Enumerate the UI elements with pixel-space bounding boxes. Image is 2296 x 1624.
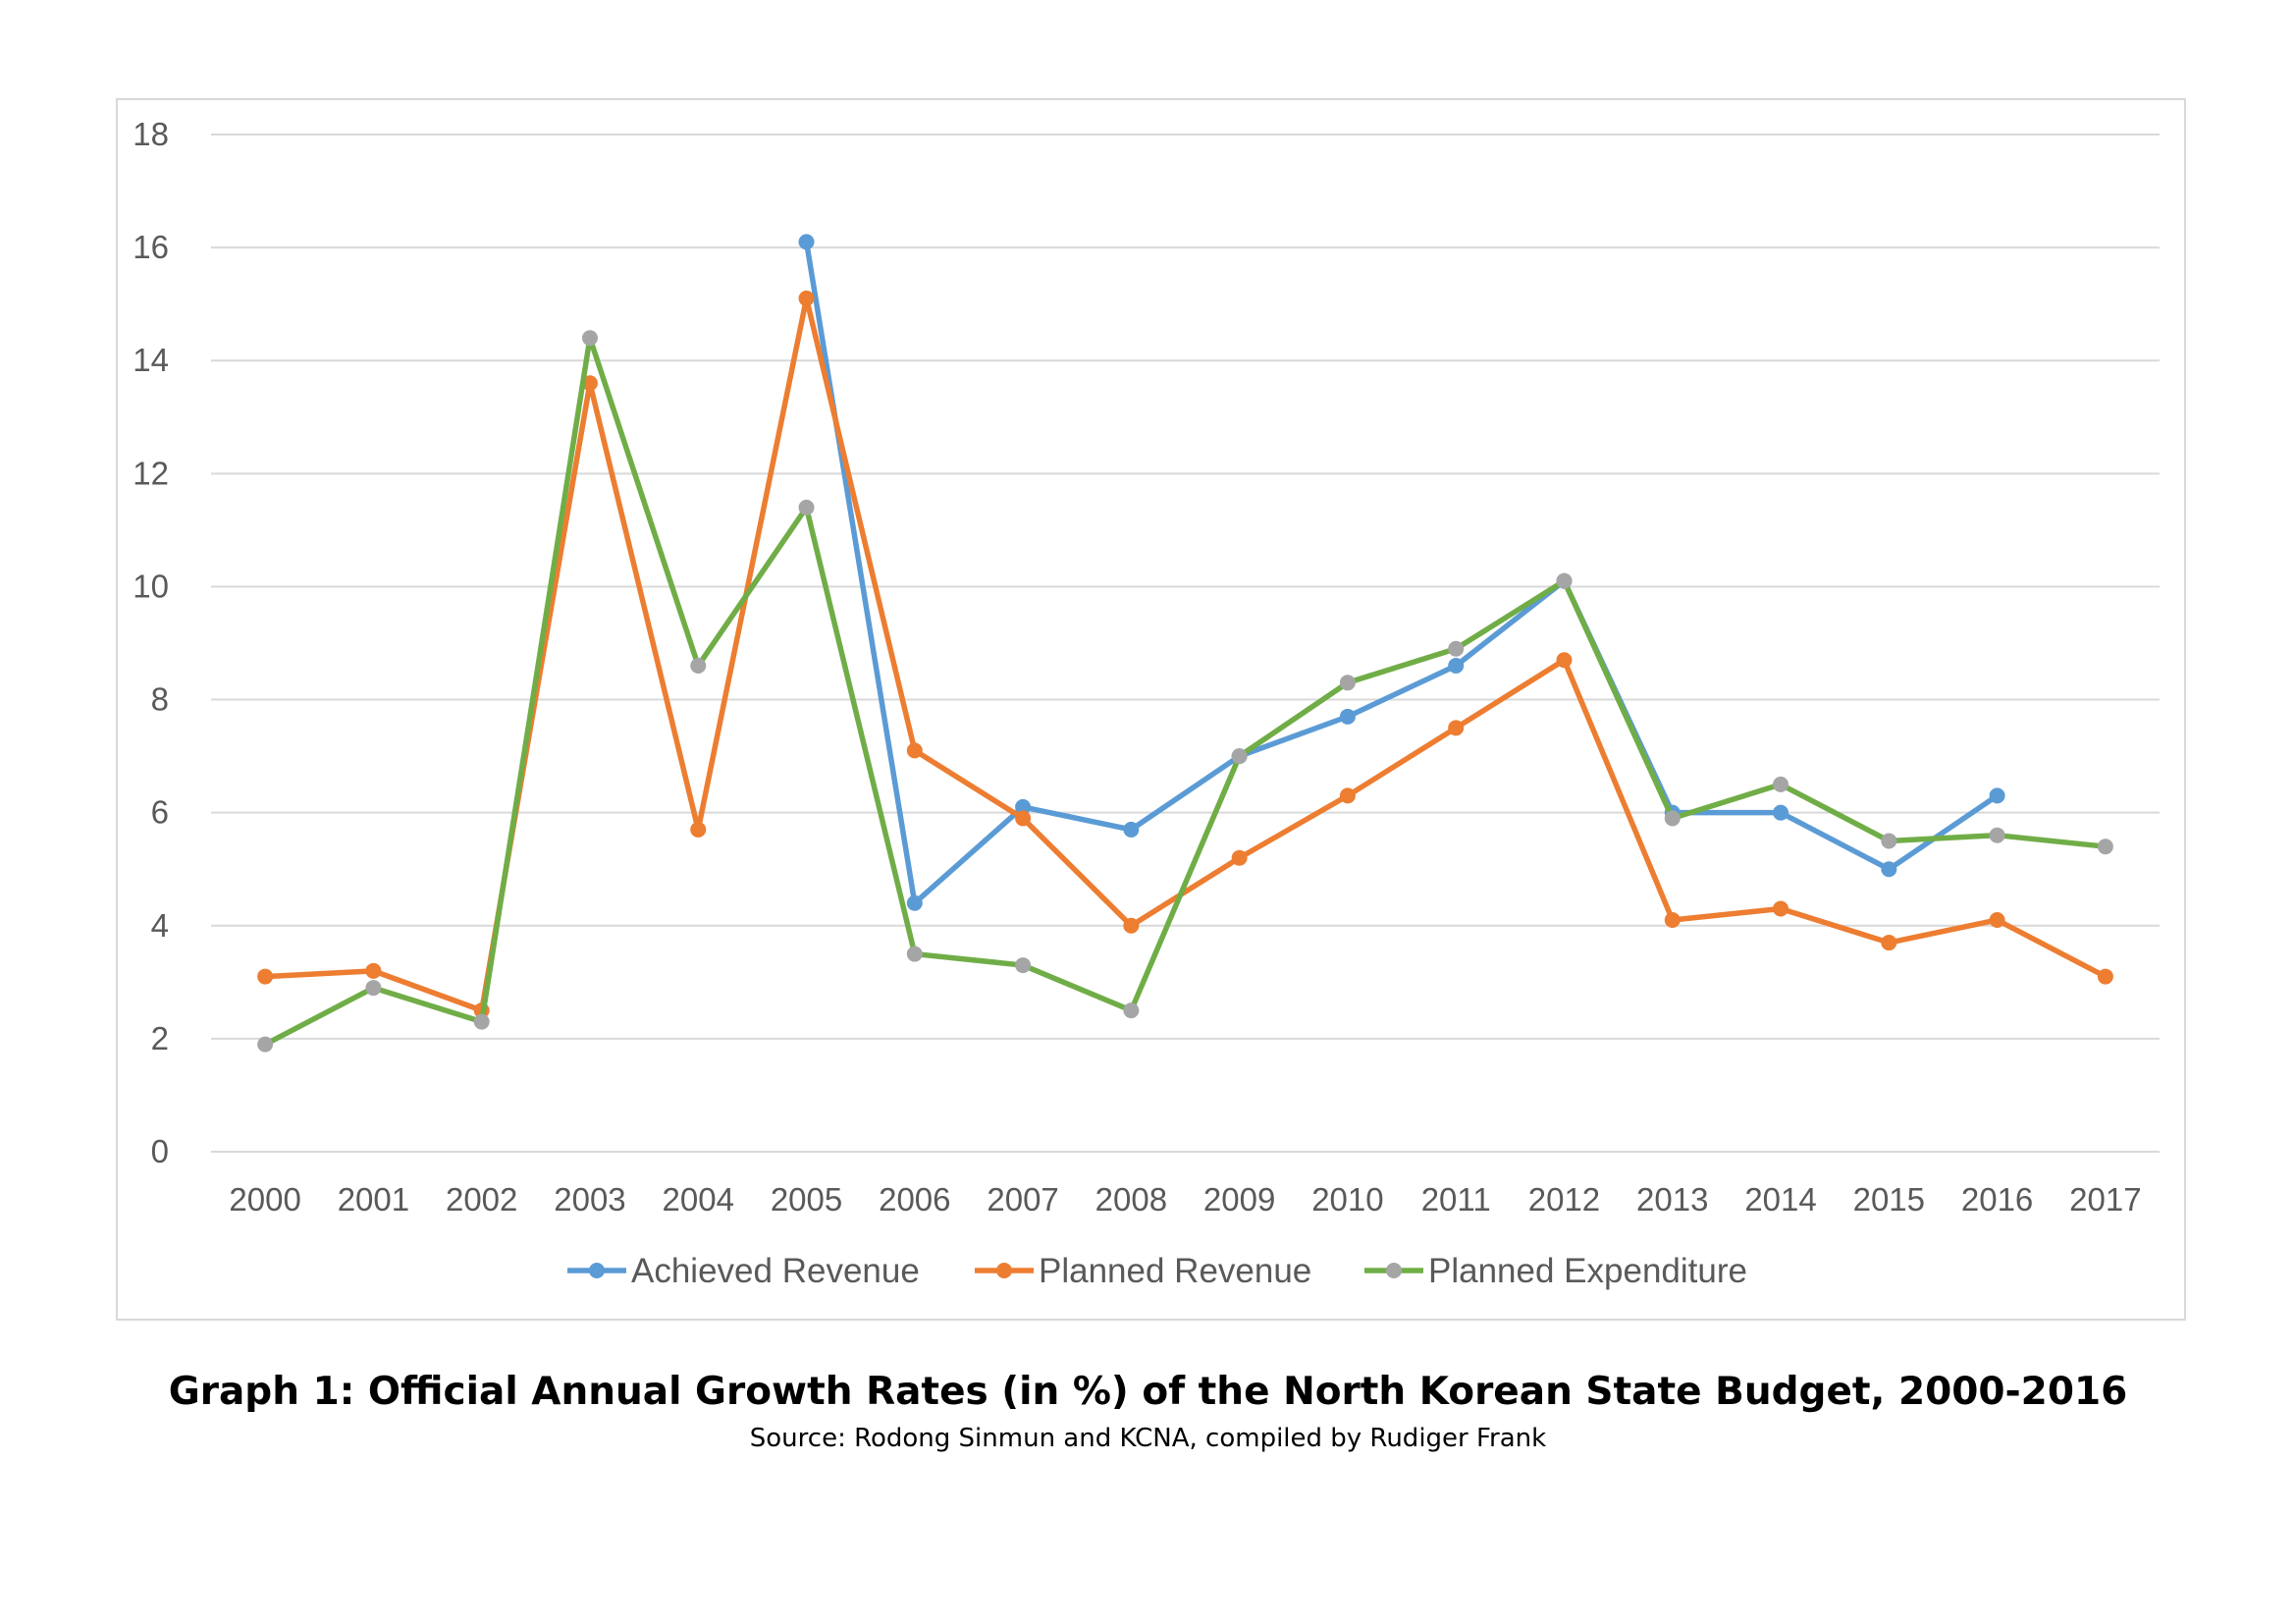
- data-point: [2097, 839, 2113, 855]
- legend-label: Planned Revenue: [1039, 1252, 1311, 1290]
- legend-swatch-marker: [589, 1263, 605, 1278]
- data-point: [1015, 798, 1032, 815]
- x-tick-label: 2000: [229, 1181, 300, 1218]
- data-point: [1339, 675, 1356, 691]
- legend-label: Achieved Revenue: [631, 1252, 920, 1290]
- legend-swatch-marker: [1386, 1263, 1402, 1278]
- x-tick-label: 2010: [1311, 1181, 1383, 1218]
- data-point: [1123, 917, 1140, 934]
- data-point: [2097, 968, 2113, 985]
- y-tick-label: 8: [151, 681, 169, 718]
- data-point: [1339, 708, 1356, 725]
- data-point: [1556, 652, 1573, 669]
- data-point: [906, 742, 923, 759]
- series-lines: [257, 234, 2113, 1053]
- data-point: [1015, 810, 1032, 827]
- series-line: [262, 296, 2109, 1013]
- data-point: [1989, 912, 2005, 929]
- y-tick-label: 12: [133, 455, 169, 491]
- data-point: [365, 980, 382, 997]
- y-tick-label: 2: [151, 1020, 169, 1056]
- y-tick-label: 16: [133, 229, 169, 265]
- data-point: [798, 499, 815, 515]
- data-point: [257, 1036, 274, 1053]
- data-point: [798, 234, 815, 250]
- legend-item: Achieved Revenue: [567, 1252, 920, 1290]
- x-tick-label: 2004: [663, 1181, 734, 1218]
- y-tick-label: 6: [151, 794, 169, 831]
- y-tick-label: 10: [133, 568, 169, 604]
- data-point: [1123, 1002, 1140, 1019]
- legend-item: Planned Expenditure: [1364, 1252, 1747, 1290]
- legend-item: Planned Revenue: [975, 1252, 1311, 1290]
- data-point: [906, 894, 923, 911]
- legend-swatch-marker: [996, 1263, 1012, 1278]
- y-tick-label: 0: [151, 1133, 169, 1169]
- series-line: [262, 335, 2109, 1048]
- data-point: [1881, 833, 1897, 849]
- legend: Achieved Revenue Planned Revenue Planned E…: [567, 1252, 1747, 1290]
- data-point: [1339, 787, 1356, 804]
- data-point: [1448, 720, 1465, 736]
- x-tick-label: 2005: [771, 1181, 842, 1218]
- data-point: [1773, 776, 1789, 792]
- data-point: [1773, 804, 1789, 821]
- graph-caption-title: Graph 1: Official Annual Growth Rates (i…: [168, 1370, 2128, 1414]
- x-tick-label: 2015: [1853, 1181, 1925, 1218]
- x-tick-label: 2016: [1961, 1181, 2033, 1218]
- data-point: [1881, 861, 1897, 878]
- data-point: [1989, 787, 2005, 804]
- data-point: [1664, 810, 1681, 827]
- data-point: [1989, 827, 2005, 843]
- y-tick-label: 4: [151, 907, 169, 944]
- data-point: [581, 330, 598, 347]
- series-planned-revenue: [257, 290, 2113, 1019]
- x-tick-label: 2017: [2069, 1181, 2141, 1218]
- x-tick-label: 2009: [1203, 1181, 1275, 1218]
- data-point: [1556, 572, 1573, 589]
- x-tick-label: 2012: [1528, 1181, 1600, 1218]
- graph-caption-source: Source: Rodong Sinmun and KCNA, compiled…: [749, 1424, 1547, 1453]
- x-tick-label: 2014: [1744, 1181, 1816, 1218]
- data-point: [1448, 640, 1465, 657]
- x-tick-label: 2001: [338, 1181, 409, 1218]
- series-planned-expenditure: [257, 330, 2113, 1053]
- x-tick-label: 2002: [446, 1181, 517, 1218]
- data-point: [1773, 900, 1789, 917]
- data-point: [257, 968, 274, 985]
- x-tick-label: 2013: [1636, 1181, 1708, 1218]
- x-tick-label: 2007: [987, 1181, 1058, 1218]
- chart-area: 0 2 4 6 8 10 12 14 16 18 2000 2001 2002 2003 2004 2005…: [116, 98, 2186, 1321]
- data-point: [1231, 849, 1248, 866]
- x-tick-label: 2008: [1095, 1181, 1167, 1218]
- x-tick-label: 2011: [1421, 1181, 1491, 1218]
- x-tick-label: 2006: [879, 1181, 950, 1218]
- data-point: [906, 946, 923, 962]
- y-axis-tick-labels: 0 2 4 6 8 10 12 14 16 18: [133, 116, 169, 1169]
- data-point: [365, 962, 382, 979]
- data-point: [1123, 821, 1140, 838]
- x-tick-label: 2003: [554, 1181, 625, 1218]
- data-point: [1015, 957, 1032, 974]
- series-line: [803, 239, 2001, 906]
- data-point: [690, 821, 707, 838]
- y-tick-label: 18: [133, 116, 169, 152]
- data-point: [473, 1013, 490, 1030]
- data-point: [1881, 935, 1897, 951]
- legend-label: Planned Expenditure: [1428, 1252, 1747, 1290]
- line-chart: 0 2 4 6 8 10 12 14 16 18 2000 2001 2002 2003 2004 2005…: [133, 116, 2160, 1290]
- data-point: [690, 658, 707, 675]
- gridlines: [211, 134, 2160, 1153]
- data-point: [1448, 658, 1465, 675]
- data-point: [1664, 912, 1681, 929]
- y-tick-label: 14: [133, 342, 169, 378]
- x-axis-tick-labels: 2000 2001 2002 2003 2004 2005 2006 2007 2008 2009…: [229, 1181, 2141, 1218]
- data-point: [798, 290, 815, 306]
- data-point: [1231, 748, 1248, 765]
